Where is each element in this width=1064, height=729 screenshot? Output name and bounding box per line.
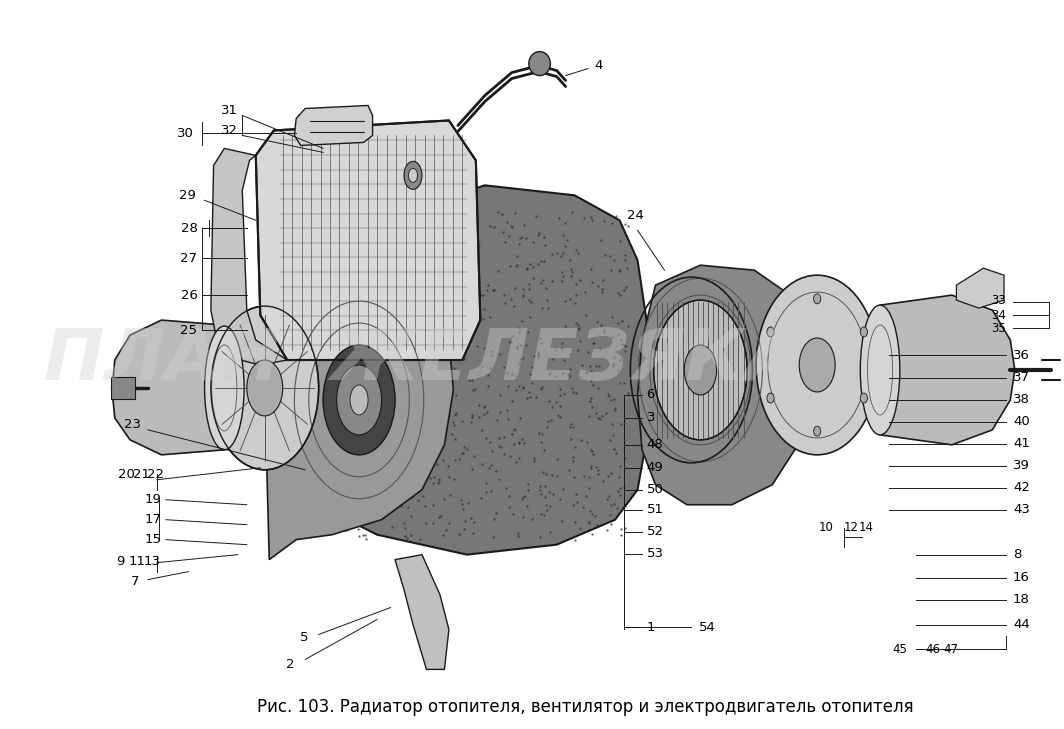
Text: 39: 39 [1013, 459, 1030, 472]
Text: 3: 3 [647, 411, 655, 424]
Ellipse shape [211, 306, 318, 469]
Polygon shape [112, 320, 243, 455]
Text: 5: 5 [300, 631, 309, 644]
Text: 34: 34 [991, 308, 1005, 321]
Text: 17: 17 [145, 513, 162, 526]
Text: 23: 23 [123, 418, 140, 432]
Text: 25: 25 [181, 324, 198, 337]
Ellipse shape [757, 275, 878, 455]
Text: 41: 41 [1013, 437, 1030, 451]
Text: 4: 4 [595, 59, 603, 72]
Text: 37: 37 [1013, 372, 1030, 384]
Text: 20: 20 [118, 468, 135, 481]
Text: 54: 54 [699, 621, 715, 634]
Ellipse shape [409, 168, 417, 182]
Ellipse shape [323, 345, 395, 455]
Ellipse shape [204, 326, 244, 450]
Text: 42: 42 [1013, 481, 1030, 494]
Text: 40: 40 [1013, 416, 1030, 429]
Text: 52: 52 [647, 525, 664, 538]
Ellipse shape [247, 360, 283, 416]
Text: 31: 31 [221, 104, 238, 117]
Text: 44: 44 [1013, 618, 1030, 631]
Text: ПЛАН  ЖЕЛЕЗЯКА: ПЛАН ЖЕЛЕЗЯКА [44, 326, 800, 394]
Text: 35: 35 [991, 321, 1005, 335]
Text: 47: 47 [943, 643, 958, 656]
Text: 18: 18 [1013, 593, 1030, 606]
Ellipse shape [861, 393, 867, 403]
Text: 7: 7 [131, 575, 139, 588]
Text: 50: 50 [647, 483, 663, 496]
Polygon shape [211, 149, 287, 365]
Text: 12: 12 [844, 521, 859, 534]
Ellipse shape [814, 294, 820, 304]
Ellipse shape [653, 300, 747, 440]
Text: Рис. 103. Радиатор отопителя, вентилятор и электродвигатель отопителя: Рис. 103. Радиатор отопителя, вентилятор… [257, 698, 914, 717]
Ellipse shape [529, 52, 550, 76]
Polygon shape [265, 255, 453, 560]
Text: 27: 27 [181, 252, 198, 265]
Text: 10: 10 [818, 521, 833, 534]
Polygon shape [637, 265, 803, 504]
Ellipse shape [799, 338, 835, 392]
Text: 45: 45 [892, 643, 907, 656]
Text: 33: 33 [991, 294, 1005, 307]
Text: 15: 15 [145, 533, 162, 546]
Text: 13: 13 [144, 555, 161, 568]
Polygon shape [395, 555, 449, 669]
Polygon shape [111, 377, 134, 399]
Text: 19: 19 [145, 494, 162, 506]
Text: 38: 38 [1013, 394, 1030, 407]
Text: 8: 8 [1013, 548, 1021, 561]
Text: 32: 32 [221, 124, 238, 137]
Polygon shape [295, 106, 372, 145]
Ellipse shape [350, 385, 368, 415]
Text: 6: 6 [647, 389, 655, 402]
Text: 22: 22 [147, 468, 164, 481]
Text: 43: 43 [1013, 503, 1030, 516]
Text: 11: 11 [129, 555, 145, 568]
Text: 46: 46 [925, 643, 940, 656]
Text: 28: 28 [181, 222, 198, 235]
Text: 49: 49 [647, 461, 663, 475]
Text: 51: 51 [647, 503, 664, 516]
Ellipse shape [336, 365, 382, 435]
Text: 29: 29 [179, 189, 196, 202]
Text: 24: 24 [628, 209, 644, 222]
Ellipse shape [861, 305, 900, 435]
Ellipse shape [767, 327, 775, 337]
Text: 36: 36 [1013, 348, 1030, 362]
Text: 21: 21 [133, 468, 150, 481]
Text: 26: 26 [181, 289, 198, 302]
Ellipse shape [404, 161, 422, 190]
Ellipse shape [861, 327, 867, 337]
Polygon shape [957, 268, 1004, 308]
Polygon shape [255, 120, 480, 360]
Text: 2: 2 [286, 658, 295, 671]
Text: 9: 9 [117, 555, 124, 568]
Text: 14: 14 [859, 521, 874, 534]
Text: 16: 16 [1013, 571, 1030, 584]
Ellipse shape [684, 345, 716, 395]
Polygon shape [314, 185, 651, 555]
Polygon shape [862, 295, 1015, 445]
Text: 1: 1 [647, 621, 655, 634]
Ellipse shape [767, 393, 775, 403]
Text: 30: 30 [177, 127, 194, 140]
Ellipse shape [814, 426, 820, 436]
Text: 48: 48 [647, 438, 663, 451]
Text: 53: 53 [647, 547, 664, 560]
